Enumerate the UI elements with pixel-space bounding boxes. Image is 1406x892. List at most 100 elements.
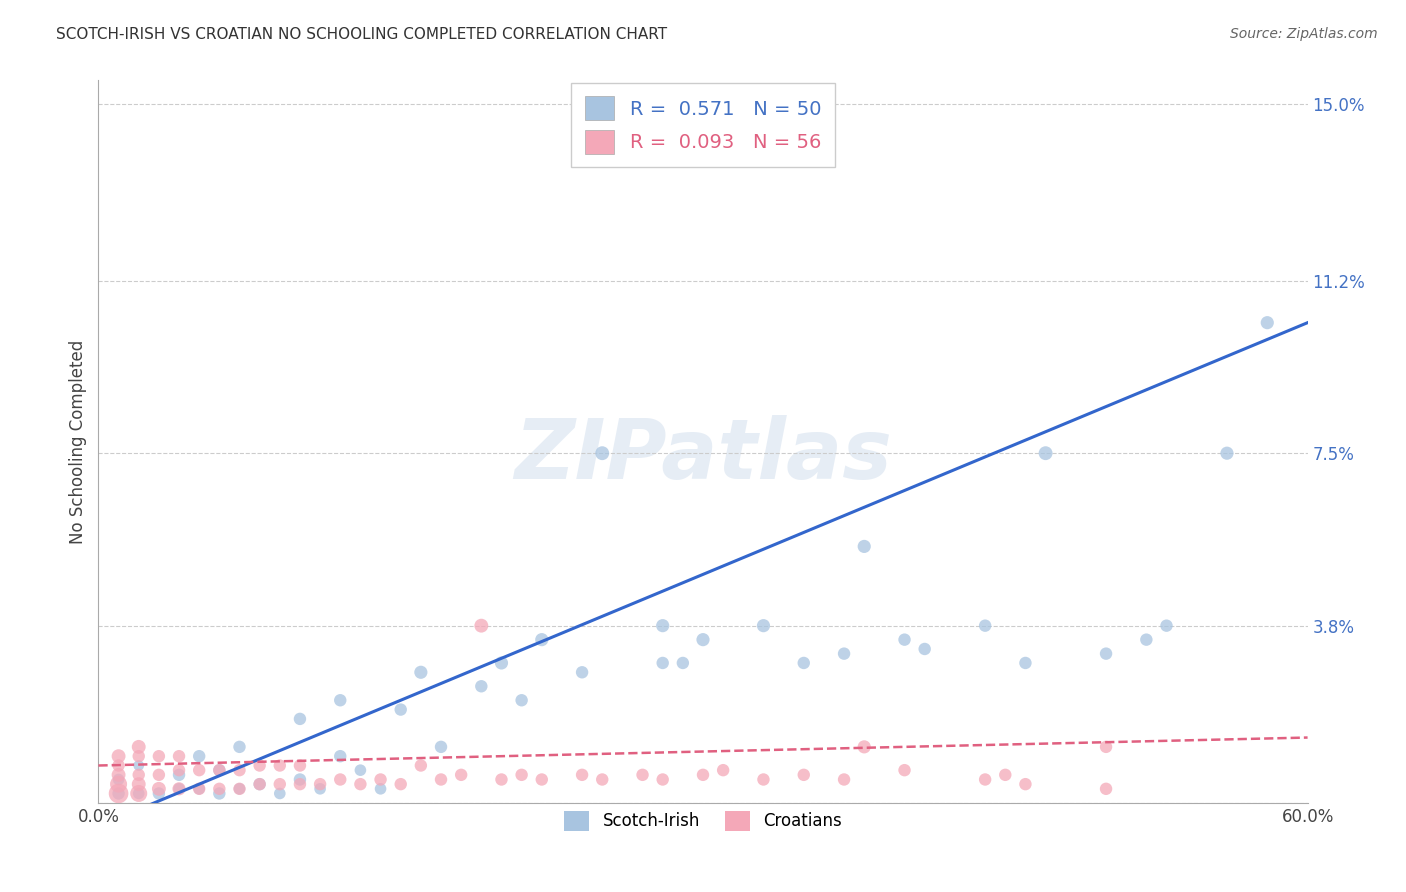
Point	[329, 749, 352, 764]
Point	[228, 781, 250, 796]
Point	[832, 647, 855, 661]
Legend: Scotch-Irish, Croatians: Scotch-Irish, Croatians	[557, 805, 849, 838]
Point	[591, 772, 613, 787]
Point	[228, 739, 250, 754]
Point	[269, 758, 291, 772]
Point	[430, 739, 453, 754]
Point	[148, 781, 170, 796]
Point	[450, 768, 472, 782]
Point	[571, 768, 593, 782]
Point	[631, 768, 654, 782]
Point	[349, 777, 371, 791]
Point	[107, 749, 129, 764]
Point	[409, 665, 432, 680]
Point	[1216, 446, 1239, 460]
Point	[167, 768, 190, 782]
Point	[1095, 739, 1118, 754]
Point	[1135, 632, 1157, 647]
Point	[167, 781, 190, 796]
Point	[188, 749, 211, 764]
Point	[288, 772, 311, 787]
Point	[974, 772, 997, 787]
Point	[1014, 777, 1036, 791]
Point	[370, 781, 392, 796]
Point	[107, 768, 129, 782]
Point	[389, 702, 412, 716]
Point	[832, 772, 855, 787]
Point	[853, 540, 876, 554]
Point	[389, 777, 412, 791]
Point	[752, 772, 775, 787]
Point	[329, 772, 352, 787]
Point	[128, 768, 150, 782]
Point	[188, 781, 211, 796]
Point	[914, 642, 936, 657]
Point	[128, 739, 150, 754]
Point	[571, 665, 593, 680]
Point	[672, 656, 695, 670]
Point	[491, 656, 513, 670]
Point	[692, 632, 714, 647]
Point	[288, 712, 311, 726]
Point	[530, 772, 553, 787]
Point	[228, 781, 250, 796]
Point	[188, 781, 211, 796]
Point	[370, 772, 392, 787]
Point	[591, 446, 613, 460]
Text: SCOTCH-IRISH VS CROATIAN NO SCHOOLING COMPLETED CORRELATION CHART: SCOTCH-IRISH VS CROATIAN NO SCHOOLING CO…	[56, 27, 668, 42]
Point	[188, 763, 211, 777]
Point	[853, 739, 876, 754]
Point	[249, 777, 271, 791]
Point	[107, 787, 129, 801]
Point	[128, 749, 150, 764]
Point	[1014, 656, 1036, 670]
Point	[893, 763, 915, 777]
Point	[167, 781, 190, 796]
Point	[167, 763, 190, 777]
Point	[1035, 446, 1057, 460]
Point	[208, 763, 231, 777]
Point	[349, 763, 371, 777]
Point	[530, 632, 553, 647]
Point	[288, 758, 311, 772]
Point	[128, 777, 150, 791]
Point	[631, 129, 654, 144]
Point	[430, 772, 453, 787]
Point	[148, 749, 170, 764]
Point	[893, 632, 915, 647]
Point	[711, 763, 734, 777]
Point	[128, 787, 150, 801]
Point	[510, 768, 533, 782]
Point	[309, 781, 332, 796]
Point	[128, 758, 150, 772]
Point	[994, 768, 1017, 782]
Point	[752, 618, 775, 632]
Point	[249, 758, 271, 772]
Point	[692, 768, 714, 782]
Point	[269, 777, 291, 791]
Point	[510, 693, 533, 707]
Point	[651, 772, 673, 787]
Point	[107, 787, 129, 801]
Y-axis label: No Schooling Completed: No Schooling Completed	[69, 340, 87, 543]
Point	[793, 656, 815, 670]
Point	[208, 781, 231, 796]
Text: ZIPatlas: ZIPatlas	[515, 416, 891, 497]
Point	[107, 777, 129, 791]
Point	[208, 763, 231, 777]
Point	[1256, 316, 1278, 330]
Point	[974, 618, 997, 632]
Point	[249, 777, 271, 791]
Point	[1095, 781, 1118, 796]
Point	[288, 777, 311, 791]
Point	[793, 768, 815, 782]
Point	[651, 618, 673, 632]
Text: Source: ZipAtlas.com: Source: ZipAtlas.com	[1230, 27, 1378, 41]
Point	[329, 693, 352, 707]
Point	[651, 656, 673, 670]
Point	[491, 772, 513, 787]
Point	[269, 787, 291, 801]
Point	[409, 758, 432, 772]
Point	[167, 749, 190, 764]
Point	[128, 787, 150, 801]
